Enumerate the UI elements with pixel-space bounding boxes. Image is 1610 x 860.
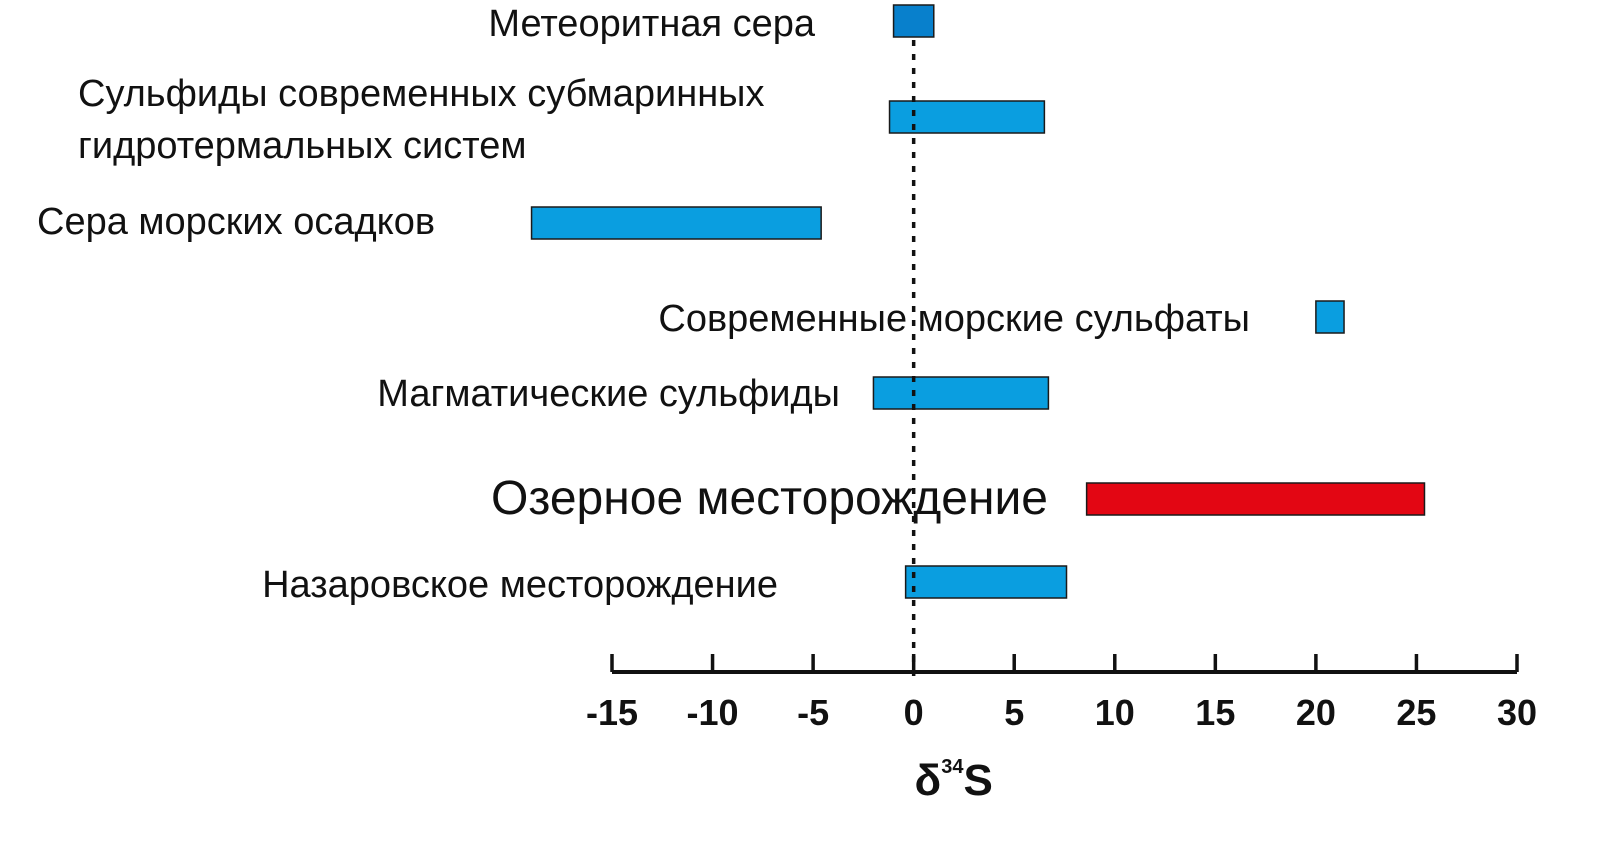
range-bar-2 bbox=[530, 206, 822, 240]
x-tick-label-1: -10 bbox=[687, 692, 739, 733]
range-bar-6 bbox=[904, 565, 1068, 599]
x-axis-title-main: δ bbox=[915, 756, 942, 805]
x-tick-label-0: -15 bbox=[586, 692, 638, 733]
series-label-2: Сера морских осадков bbox=[37, 201, 435, 243]
x-tick-label-5: 10 bbox=[1095, 692, 1135, 733]
series-label-0: Метеоритная сера bbox=[488, 3, 815, 45]
range-bar-0 bbox=[892, 4, 935, 38]
x-tick-label-9: 30 bbox=[1497, 692, 1537, 733]
x-axis-title: δ34S bbox=[915, 756, 993, 805]
range-bar-3 bbox=[1315, 300, 1345, 334]
series-label-1-line-1: гидротермальных систем bbox=[78, 125, 527, 167]
x-axis-title-tail: S bbox=[963, 756, 992, 805]
series-label-1-line-0: Сульфиды современных субмаринных bbox=[78, 73, 765, 115]
x-tick-label-3: 0 bbox=[904, 692, 924, 733]
series-label-6: Назаровское месторождение bbox=[262, 564, 778, 606]
x-tick-label-4: 5 bbox=[1004, 692, 1024, 733]
x-tick-label-8: 25 bbox=[1396, 692, 1436, 733]
series-label-4: Магматические сульфиды bbox=[377, 373, 840, 415]
x-tick-label-7: 20 bbox=[1296, 692, 1336, 733]
series-label-5: Озерное месторождение bbox=[491, 472, 1048, 525]
x-tick-label-6: 15 bbox=[1195, 692, 1235, 733]
range-bar-5 bbox=[1085, 482, 1426, 516]
range-bar-4 bbox=[872, 376, 1050, 410]
x-tick-label-2: -5 bbox=[797, 692, 829, 733]
x-axis: -15 -10 -5 0 5 10 15 20 25 30 bbox=[586, 654, 1537, 733]
x-axis-title-sup: 34 bbox=[941, 756, 964, 778]
labels-layer: Метеоритная сера Сульфиды современных суб… bbox=[37, 3, 1250, 606]
series-label-3: Современные морские сульфаты bbox=[658, 298, 1250, 340]
